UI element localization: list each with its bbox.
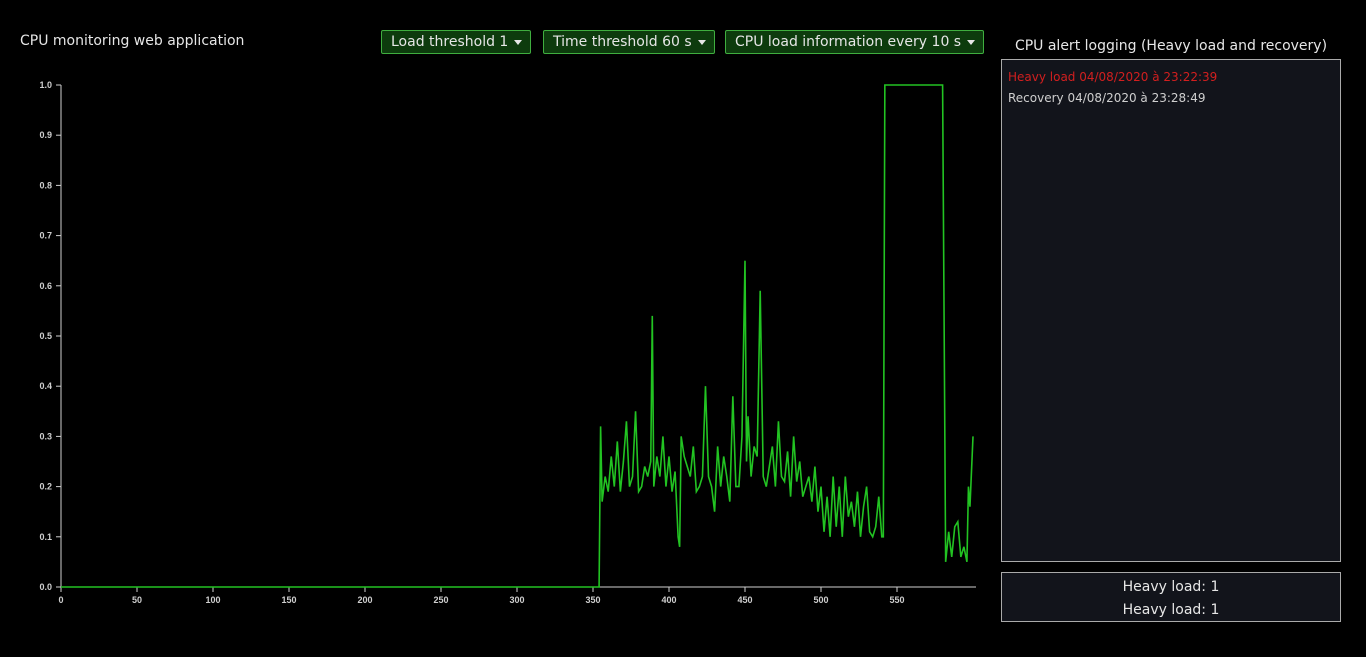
y-tick-label: 0.6 <box>39 281 52 291</box>
x-tick-label: 400 <box>661 595 676 605</box>
y-tick-label: 0.2 <box>39 482 52 492</box>
alert-summary: Heavy load: 1 Heavy load: 1 <box>1001 572 1341 622</box>
x-tick-label: 200 <box>357 595 372 605</box>
y-tick-label: 0.8 <box>39 180 52 190</box>
y-tick-label: 0.7 <box>39 231 52 241</box>
x-tick-label: 450 <box>737 595 752 605</box>
x-tick-label: 100 <box>205 595 220 605</box>
x-tick-label: 50 <box>132 595 142 605</box>
x-tick-label: 350 <box>585 595 600 605</box>
x-tick-label: 0 <box>58 595 63 605</box>
log-entry: Heavy load 04/08/2020 à 23:22:39 <box>1008 70 1218 84</box>
alert-log: Heavy load 04/08/2020 à 23:22:39 Recover… <box>1001 59 1341 562</box>
y-tick-label: 0.3 <box>39 431 52 441</box>
x-tick-label: 300 <box>509 595 524 605</box>
log-title: CPU alert logging (Heavy load and recove… <box>1014 38 1328 54</box>
summary-line: Heavy load: 1 <box>1122 579 1220 595</box>
y-tick-label: 0.0 <box>39 582 52 592</box>
y-tick-label: 0.5 <box>39 331 52 341</box>
load-threshold-dropdown[interactable]: Load threshold 1 <box>381 30 532 54</box>
interval-dropdown[interactable]: CPU load information every 10 s <box>725 30 985 54</box>
cpu-chart: 0.0 0.1 0.2 0.3 0.4 0.5 0.6 0.7 0.8 0.9 1.0 0 50 100 1… <box>39 80 976 605</box>
summary-line: Heavy load: 1 <box>1122 602 1220 618</box>
x-tick-label: 500 <box>813 595 828 605</box>
log-entry: Recovery 04/08/2020 à 23:28:49 <box>1008 91 1206 105</box>
time-threshold-dropdown[interactable]: Time threshold 60 s <box>543 30 715 54</box>
x-tick-label: 150 <box>281 595 296 605</box>
app-title: CPU monitoring web application <box>20 33 245 49</box>
y-tick-label: 0.1 <box>39 532 52 542</box>
x-tick-label: 550 <box>889 595 904 605</box>
x-tick-label: 250 <box>433 595 448 605</box>
y-tick-label: 1.0 <box>39 80 52 90</box>
cpu-line <box>61 84 974 588</box>
y-tick-label: 0.4 <box>39 381 52 391</box>
y-tick-label: 0.9 <box>39 130 52 140</box>
